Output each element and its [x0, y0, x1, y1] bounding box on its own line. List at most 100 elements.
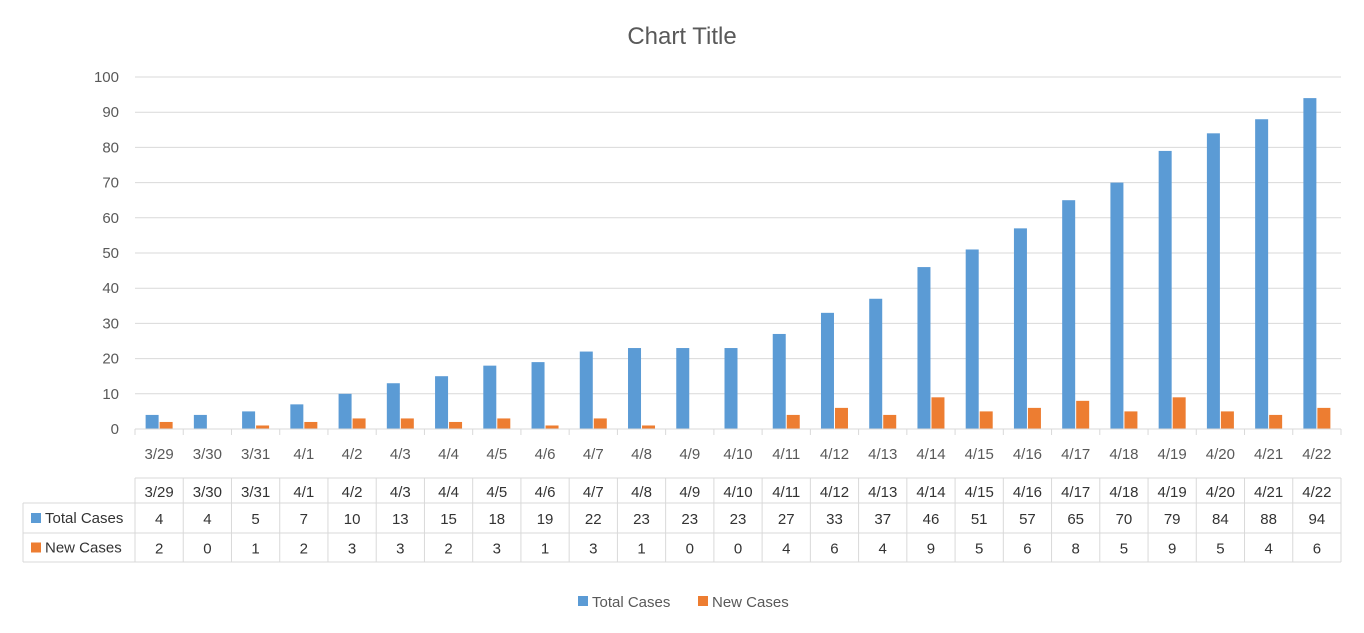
table-header-cell: 4/16 [1013, 484, 1042, 501]
table-cell: 27 [778, 511, 795, 528]
bar-total-cases-4-21 [1255, 119, 1269, 430]
bar-new-cases-4-2 [352, 418, 366, 429]
table-header-cell: 4/18 [1109, 484, 1138, 501]
table-cell: 5 [251, 511, 259, 528]
bar-total-cases-4-8 [628, 348, 642, 429]
x-tick-label: 4/16 [1013, 446, 1042, 463]
table-header-cell: 3/30 [193, 484, 222, 501]
bar-total-cases-4-17 [1062, 200, 1076, 429]
bars [145, 98, 1331, 430]
chart-title: Chart Title [627, 23, 736, 50]
bar-total-cases-4-7 [579, 351, 593, 429]
table-header-cell: 4/13 [868, 484, 897, 501]
x-tick-label: 4/14 [916, 446, 945, 463]
legend-swatch-new-cases [698, 596, 708, 606]
table-row-key-total-cases [31, 513, 41, 523]
legend: Total Cases New Cases [578, 594, 789, 611]
table-cell: 18 [488, 511, 505, 528]
bar-new-cases-4-3 [400, 418, 414, 429]
bar-total-cases-4-11 [772, 333, 786, 429]
table-cell: 88 [1260, 511, 1277, 528]
table-cell: 46 [923, 511, 940, 528]
bar-total-cases-4-14 [917, 267, 931, 429]
x-tick-label: 4/21 [1254, 446, 1283, 463]
bar-total-cases-4-22 [1303, 98, 1317, 430]
table-header-cell: 4/20 [1206, 484, 1235, 501]
x-tick-label: 3/31 [241, 446, 270, 463]
table-cell: 23 [681, 511, 698, 528]
table-cell: 6 [830, 541, 838, 558]
legend-label: Total Cases [592, 594, 670, 611]
table-cell: 10 [344, 511, 361, 528]
x-tick-label: 4/4 [438, 446, 459, 463]
bar-new-cases-4-11 [786, 414, 800, 429]
x-tick-label: 4/10 [723, 446, 752, 463]
bar-new-cases-4-16 [1027, 407, 1041, 429]
legend-swatch-total-cases [578, 596, 588, 606]
table-cell: 23 [633, 511, 650, 528]
table-header-cell: 4/6 [535, 484, 556, 501]
x-tick-label: 4/19 [1158, 446, 1187, 463]
table-row-label: Total Cases [45, 510, 123, 527]
y-tick-label: 20 [102, 351, 119, 368]
table-cell: 4 [1264, 541, 1272, 558]
table-header-cell: 4/9 [679, 484, 700, 501]
table-cell: 6 [1313, 541, 1321, 558]
bar-total-cases-4-6 [531, 362, 545, 429]
table-cell: 2 [155, 541, 163, 558]
table-header-cell: 4/1 [293, 484, 314, 501]
table-cell: 79 [1164, 511, 1181, 528]
table-cell: 8 [1072, 541, 1080, 558]
y-tick-label: 0 [111, 421, 119, 438]
x-tick-label: 4/17 [1061, 446, 1090, 463]
bar-total-cases-3-29 [145, 414, 159, 429]
x-tick-label: 4/22 [1302, 446, 1331, 463]
bar-total-cases-4-2 [338, 393, 352, 429]
table-header-cell: 4/3 [390, 484, 411, 501]
bar-new-cases-4-18 [1124, 411, 1138, 429]
x-tick-label: 4/11 [772, 446, 800, 463]
bar-new-cases-4-13 [883, 414, 897, 429]
bar-total-cases-3-30 [193, 414, 207, 429]
table-cell: 5 [1216, 541, 1224, 558]
table-header-cell: 4/22 [1302, 484, 1331, 501]
bar-total-cases-4-16 [1013, 228, 1027, 429]
table-cell: 3 [348, 541, 356, 558]
bar-new-cases-4-5 [497, 418, 511, 429]
table-cell: 3 [396, 541, 404, 558]
bar-total-cases-4-12 [820, 312, 834, 429]
x-axis: 3/29 3/30 3/31 4/1 4/2 4/3 4/4 4/5 4/6 4/7 4/8 4/9 4… [134, 428, 1342, 463]
x-tick-label: 4/8 [631, 446, 652, 463]
table-header-cell: 4/14 [916, 484, 945, 501]
table-cell: 51 [971, 511, 988, 528]
table-cell: 57 [1019, 511, 1036, 528]
table-cell: 65 [1067, 511, 1084, 528]
bar-total-cases-4-1 [290, 404, 304, 429]
table-cell: 33 [826, 511, 843, 528]
y-tick-label: 70 [102, 175, 119, 192]
table-header-cell: 4/2 [342, 484, 363, 501]
x-tick-label: 4/20 [1206, 446, 1235, 463]
y-tick-label: 80 [102, 139, 119, 156]
table-header-cell: 4/8 [631, 484, 652, 501]
y-tick-label: 40 [102, 280, 119, 297]
bar-total-cases-4-13 [869, 298, 883, 429]
table-header-cell: 3/29 [145, 484, 174, 501]
y-axis: 0 10 20 30 40 50 60 70 80 90 100 [94, 69, 119, 438]
table-row-label: New Cases [45, 540, 122, 557]
table-header-cell: 4/15 [965, 484, 994, 501]
bar-total-cases-4-10 [724, 348, 738, 429]
x-tick-label: 4/6 [535, 446, 556, 463]
bar-new-cases-4-6 [545, 425, 559, 429]
table-cell: 2 [300, 541, 308, 558]
bar-total-cases-4-19 [1158, 150, 1172, 430]
table-cell: 4 [782, 541, 790, 558]
table-cell: 13 [392, 511, 409, 528]
table-cell: 2 [444, 541, 452, 558]
bar-new-cases-3-31 [256, 425, 270, 429]
table-cell: 15 [440, 511, 457, 528]
x-tick-label: 4/3 [390, 446, 411, 463]
table-row-key-new-cases [31, 542, 41, 553]
y-tick-label: 60 [102, 210, 119, 227]
